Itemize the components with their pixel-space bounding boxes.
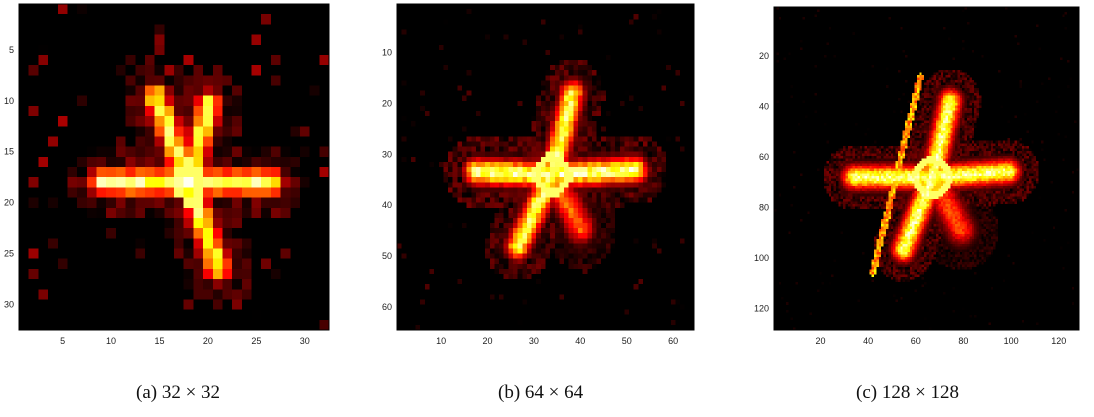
x-tick-label: 30 [529, 336, 539, 346]
heatmap-image [774, 7, 1079, 330]
x-tick-label: 50 [622, 336, 632, 346]
panel-c: 20 40 60 80 100 120 20 40 60 80 100 120 (c) 128 × 1… [728, 0, 1094, 417]
x-tick-label: 10 [106, 336, 116, 346]
panel-a: 5 10 15 20 25 30 5 10 15 20 25 30 (a) 32 × 32 [0, 0, 350, 417]
y-tick-label: 60 [759, 152, 769, 162]
y-tick-label: 25 [4, 249, 14, 259]
y-tick-label: 20 [759, 51, 769, 61]
axes-frame [773, 6, 1080, 331]
x-tick-label: 120 [1051, 336, 1066, 346]
y-tick-label: 40 [382, 200, 392, 210]
y-tick-label: 80 [759, 203, 769, 213]
x-tick-label: 20 [815, 336, 825, 346]
y-tick-label: 50 [382, 251, 392, 261]
heatmap-a: 5 10 15 20 25 30 5 10 15 20 25 30 [4, 3, 330, 346]
caption-a: (a) 32 × 32 [136, 382, 221, 403]
x-tick-label: 80 [958, 336, 968, 346]
y-tick-label: 100 [754, 253, 769, 263]
x-tick-label: 60 [668, 336, 678, 346]
x-tick-label: 100 [1004, 336, 1019, 346]
x-tick-label: 20 [203, 336, 213, 346]
axes-frame [396, 3, 695, 331]
y-tick-label: 120 [754, 304, 769, 314]
y-tick-label: 10 [382, 47, 392, 57]
x-tick-label: 40 [863, 336, 873, 346]
heatmap-c: 20 40 60 80 100 120 20 40 60 80 100 120 [754, 6, 1080, 346]
heatmap-b: 10 20 30 40 50 60 10 20 30 40 50 60 [382, 3, 695, 346]
caption-b: (b) 64 × 64 [498, 382, 584, 403]
caption-c: (c) 128 × 128 [856, 382, 960, 403]
x-tick-label: 20 [482, 336, 492, 346]
x-tick-label: 15 [154, 336, 164, 346]
y-tick-label: 5 [9, 45, 14, 55]
y-tick-label: 15 [4, 147, 14, 157]
panel-b: 10 20 30 40 50 60 10 20 30 40 50 60 (b) 64 × 64 [360, 0, 710, 417]
y-tick-label: 40 [759, 102, 769, 112]
x-tick-label: 10 [436, 336, 446, 346]
axes-frame [18, 3, 330, 331]
x-tick-label: 40 [575, 336, 585, 346]
y-tick-label: 60 [382, 302, 392, 312]
x-tick-label: 30 [300, 336, 310, 346]
y-tick-label: 20 [4, 198, 14, 208]
y-tick-label: 10 [4, 96, 14, 106]
y-tick-label: 20 [382, 98, 392, 108]
x-tick-label: 60 [911, 336, 921, 346]
heatmap-image [19, 4, 329, 330]
y-tick-label: 30 [382, 149, 392, 159]
x-tick-label: 5 [60, 336, 65, 346]
x-tick-label: 25 [251, 336, 261, 346]
y-tick-label: 30 [4, 300, 14, 310]
heatmap-image [397, 4, 694, 330]
